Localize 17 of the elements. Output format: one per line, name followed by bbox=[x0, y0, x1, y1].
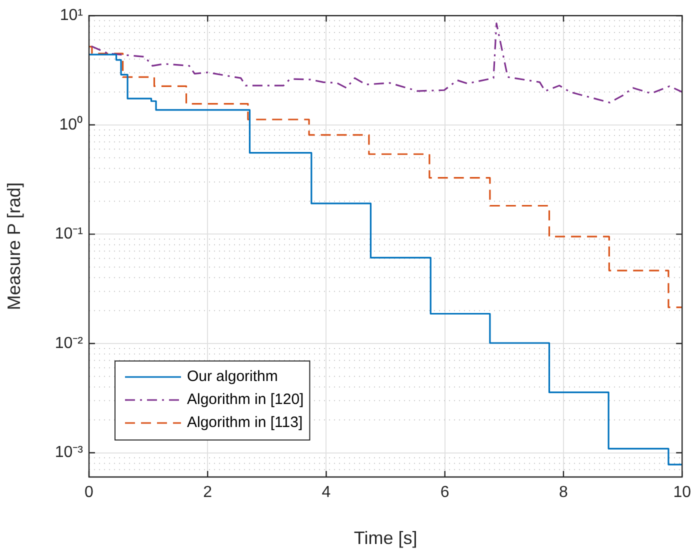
x-tick-label: 6 bbox=[440, 484, 450, 502]
x-tick-label: 8 bbox=[559, 484, 568, 502]
legend-label: Algorithm in [113] bbox=[187, 414, 303, 432]
line-series bbox=[90, 22, 682, 104]
y-tick-label: 10⁰ bbox=[59, 115, 83, 134]
legend-label: Our algorithm bbox=[187, 368, 278, 386]
y-tick-label: 10⁻¹ bbox=[54, 226, 83, 243]
y-tick-label: 10¹ bbox=[60, 7, 83, 24]
x-tick-label: 2 bbox=[203, 484, 212, 502]
y-axis-title: Measure P [rad] bbox=[4, 182, 24, 310]
y-tick-label: 10⁻³ bbox=[54, 444, 84, 462]
legend-label: Algorithm in [120] bbox=[187, 391, 304, 408]
x-tick-label: 4 bbox=[322, 484, 331, 502]
x-tick-label: 0 bbox=[84, 484, 94, 502]
x-tick-label: 10 bbox=[673, 484, 692, 502]
y-tick-label: 10⁻² bbox=[54, 334, 84, 352]
x-axis-title: Time [s] bbox=[354, 528, 418, 548]
